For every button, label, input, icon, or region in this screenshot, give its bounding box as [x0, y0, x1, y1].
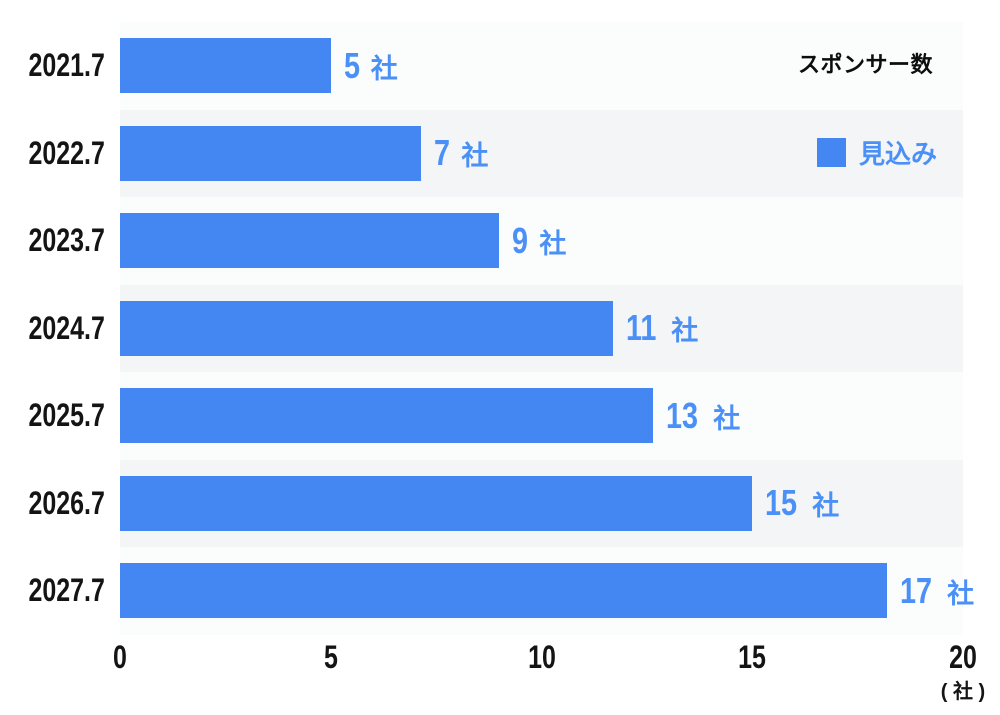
value-unit: 社 — [461, 141, 489, 172]
chart-row: 2027.7 17 社 — [0, 547, 1000, 635]
category-label: 2021.7 — [28, 47, 105, 84]
category-label: 2025.7 — [28, 397, 105, 434]
category-label: 2027.7 — [28, 572, 105, 609]
value-number: 7 — [434, 132, 451, 174]
bar-value-label: 11 社 — [626, 307, 698, 349]
bar — [120, 213, 500, 269]
value-number: 15 — [765, 482, 798, 524]
legend: 見込み — [816, 137, 937, 169]
bar-value-label: 17 社 — [900, 570, 974, 612]
category-label: 2024.7 — [28, 309, 105, 346]
value-unit: 社 — [812, 491, 840, 522]
value-unit: 社 — [713, 403, 741, 434]
x-tick-label: 10 — [527, 638, 556, 675]
x-tick-label: 5 — [323, 638, 338, 675]
row-band: 15 社 — [120, 459, 963, 547]
value-number: 17 — [900, 569, 933, 611]
chart-row: 2024.7 11 社 — [0, 284, 1000, 372]
bar-value-label: 15 社 — [765, 482, 839, 524]
bar — [120, 38, 331, 94]
category-label: 2023.7 — [28, 222, 105, 259]
value-number: 11 — [626, 307, 657, 349]
chart-row: 2025.7 13 社 — [0, 372, 1000, 460]
x-axis-unit-label: ( 社 ) — [940, 680, 986, 703]
row-band: 17 社 — [120, 547, 974, 635]
category-label: 2022.7 — [28, 134, 105, 171]
x-axis: 0 5 10 15 20 ( 社 ) — [113, 635, 985, 715]
value-unit: 社 — [671, 316, 699, 347]
bar — [120, 125, 422, 181]
legend-swatch — [816, 137, 846, 167]
x-tick-label: 20 — [949, 638, 977, 675]
value-unit: 社 — [947, 578, 975, 609]
value-unit: 社 — [539, 228, 567, 259]
row-band: 13 社 — [120, 372, 963, 460]
legend-label: 見込み — [858, 138, 937, 169]
bar — [120, 475, 753, 531]
category-label: 2026.7 — [28, 484, 105, 521]
value-number: 9 — [512, 219, 529, 261]
bar — [120, 388, 654, 444]
row-band: 11 社 — [120, 284, 963, 372]
bar — [120, 563, 888, 619]
bar — [120, 300, 614, 356]
value-number: 5 — [343, 44, 360, 86]
chart-title: スポンサー数 — [797, 52, 933, 77]
x-tick-label: 0 — [113, 638, 127, 675]
value-unit: 社 — [370, 53, 398, 84]
bar-value-label: 13 社 — [666, 395, 740, 437]
value-number: 13 — [666, 394, 699, 436]
x-tick-label: 15 — [738, 638, 767, 675]
chart-row: 2026.7 15 社 — [0, 459, 1000, 547]
